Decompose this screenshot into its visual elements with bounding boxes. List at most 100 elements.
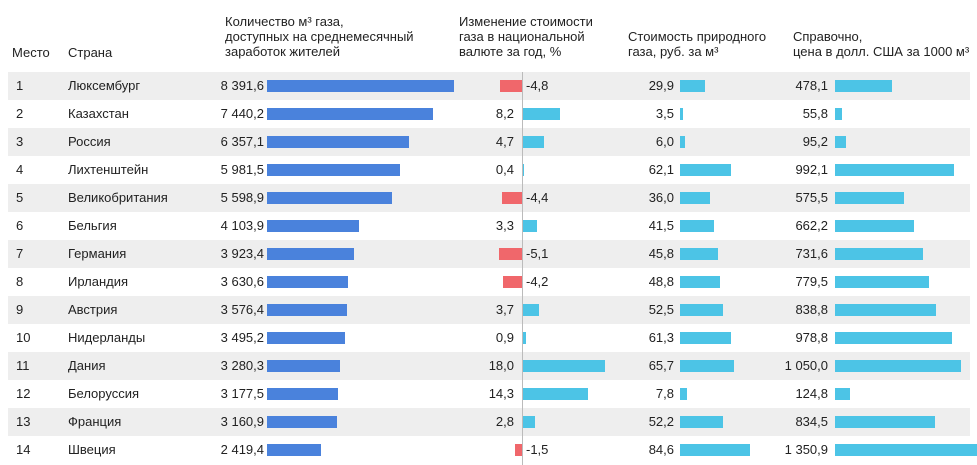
price-usd-bar (835, 360, 961, 372)
price-usd-value: 478,1 (795, 78, 828, 93)
change-value: 0,4 (495, 162, 514, 177)
change-bar-positive (522, 108, 560, 120)
change-value: 3,7 (495, 302, 514, 317)
volume-bar (267, 360, 341, 372)
table-row: 2 Казахстан 7 440,2 8,2 3,5 55,8 (8, 100, 970, 128)
table-row: 12 Белоруссия 3 177,5 14,3 7,8 124,8 (8, 380, 970, 408)
rank-cell: 10 (16, 330, 31, 345)
price-rub-value: 29,9 (648, 78, 674, 93)
header-volume-line: заработок жителей (225, 44, 341, 59)
price-usd-bar (835, 136, 847, 148)
price-rub-bar (680, 192, 710, 204)
price-rub-bar (680, 388, 687, 400)
table-row: 1 Люксембург 8 391,6 -4,8 29,9 478,1 (8, 72, 970, 100)
header-country-text: Страна (68, 45, 113, 60)
price-usd-value: 838,8 (795, 302, 828, 317)
rank-cell: 9 (16, 302, 24, 317)
rank-cell: 1 (16, 78, 24, 93)
volume-bar (267, 192, 392, 204)
volume-bar (267, 444, 321, 456)
header-rank-text: Место (12, 45, 50, 60)
volume-bar (267, 304, 347, 316)
change-value: -4,8 (526, 78, 549, 93)
table-row: 14 Швеция 2 419,4 -1,5 84,6 1 350,9 (8, 436, 977, 464)
price-usd-bar (835, 388, 850, 400)
country-cell: Швеция (68, 442, 116, 457)
volume-value: 4 103,9 (220, 218, 264, 233)
header-volume-line: Количество м³ газа, (225, 14, 344, 29)
price-rub-bar (680, 360, 735, 372)
table-row: 10 Нидерланды 3 495,2 0,9 61,3 978,8 (8, 324, 970, 352)
price-usd-value: 575,5 (795, 190, 828, 205)
price-rub-bar (680, 136, 685, 148)
change-value: -5,1 (526, 246, 549, 261)
header-volume: Количество м³ газа, доступных на среднем… (225, 14, 414, 59)
change-bar-negative (499, 80, 522, 92)
change-bar-positive (522, 360, 605, 372)
country-cell: Дания (68, 358, 106, 373)
change-value: -4,2 (526, 274, 549, 289)
price-usd-value: 779,5 (795, 274, 828, 289)
change-bar-positive (522, 388, 588, 400)
volume-bar (267, 164, 401, 176)
price-usd-value: 731,6 (795, 246, 828, 261)
header-change: Изменение стоимости газа в национальной … (459, 14, 593, 59)
volume-bar (267, 388, 338, 400)
price-usd-bar (835, 220, 915, 232)
country-cell: Нидерланды (68, 330, 146, 345)
change-bar-positive (522, 332, 527, 344)
rank-cell: 2 (16, 106, 24, 121)
change-bar-negative (498, 248, 522, 260)
price-rub-value: 84,6 (648, 442, 674, 457)
change-zero-axis (522, 72, 523, 465)
volume-bar (267, 220, 359, 232)
country-cell: Франция (68, 414, 122, 429)
header-change-line: газа в национальной (459, 29, 585, 44)
header-price-rub-line: Стоимость природного (628, 29, 767, 44)
price-rub-bar (680, 276, 721, 288)
rank-cell: 11 (16, 358, 30, 373)
rank-cell: 13 (16, 414, 31, 429)
change-value: 4,7 (495, 134, 514, 149)
volume-bar (267, 108, 433, 120)
price-usd-value: 124,8 (795, 386, 828, 401)
table-row: 6 Бельгия 4 103,9 3,3 41,5 662,2 (8, 212, 970, 240)
volume-bar (267, 276, 348, 288)
table-row: 3 Россия 6 357,1 4,7 6,0 95,2 (8, 128, 970, 156)
price-rub-value: 36,0 (648, 190, 674, 205)
price-usd-bar (835, 276, 929, 288)
price-usd-value: 662,2 (795, 218, 828, 233)
price-rub-bar (680, 164, 732, 176)
rank-cell: 5 (16, 190, 24, 205)
change-value: 18,0 (488, 358, 514, 373)
change-value: 14,3 (488, 386, 514, 401)
price-usd-bar (835, 304, 936, 316)
change-value: 0,9 (495, 330, 514, 345)
header-price-rub: Стоимость природного газа, руб. за м³ (628, 29, 766, 59)
rank-cell: 14 (16, 442, 31, 457)
country-cell: Белоруссия (68, 386, 140, 401)
change-value: -1,5 (526, 442, 549, 457)
table-row: 13 Франция 3 160,9 2,8 52,2 834,5 (8, 408, 970, 436)
price-usd-bar (835, 248, 923, 260)
price-usd-bar (835, 80, 893, 92)
table-row: 5 Великобритания 5 598,9 -4,4 36,0 575,5 (8, 184, 970, 212)
change-value: 2,8 (495, 414, 514, 429)
price-usd-value: 55,8 (802, 106, 828, 121)
rank-cell: 12 (16, 386, 31, 401)
change-value: -4,4 (526, 190, 549, 205)
header-price-usd-line: цена в долл. США за 1000 м³ (793, 44, 970, 59)
header-volume-line: доступных на среднемесячный (225, 29, 414, 44)
volume-bar (267, 80, 454, 92)
country-cell: Бельгия (68, 218, 117, 233)
change-bar-positive (522, 220, 538, 232)
price-usd-bar (835, 332, 953, 344)
price-rub-value: 52,2 (648, 414, 674, 429)
table-row: 9 Австрия 3 576,4 3,7 52,5 838,8 (8, 296, 970, 324)
change-bar-negative (501, 192, 522, 204)
country-cell: Казахстан (68, 106, 129, 121)
price-rub-value: 7,8 (655, 386, 674, 401)
price-rub-bar (680, 220, 715, 232)
volume-value: 5 981,5 (220, 162, 264, 177)
volume-value: 3 280,3 (220, 358, 264, 373)
